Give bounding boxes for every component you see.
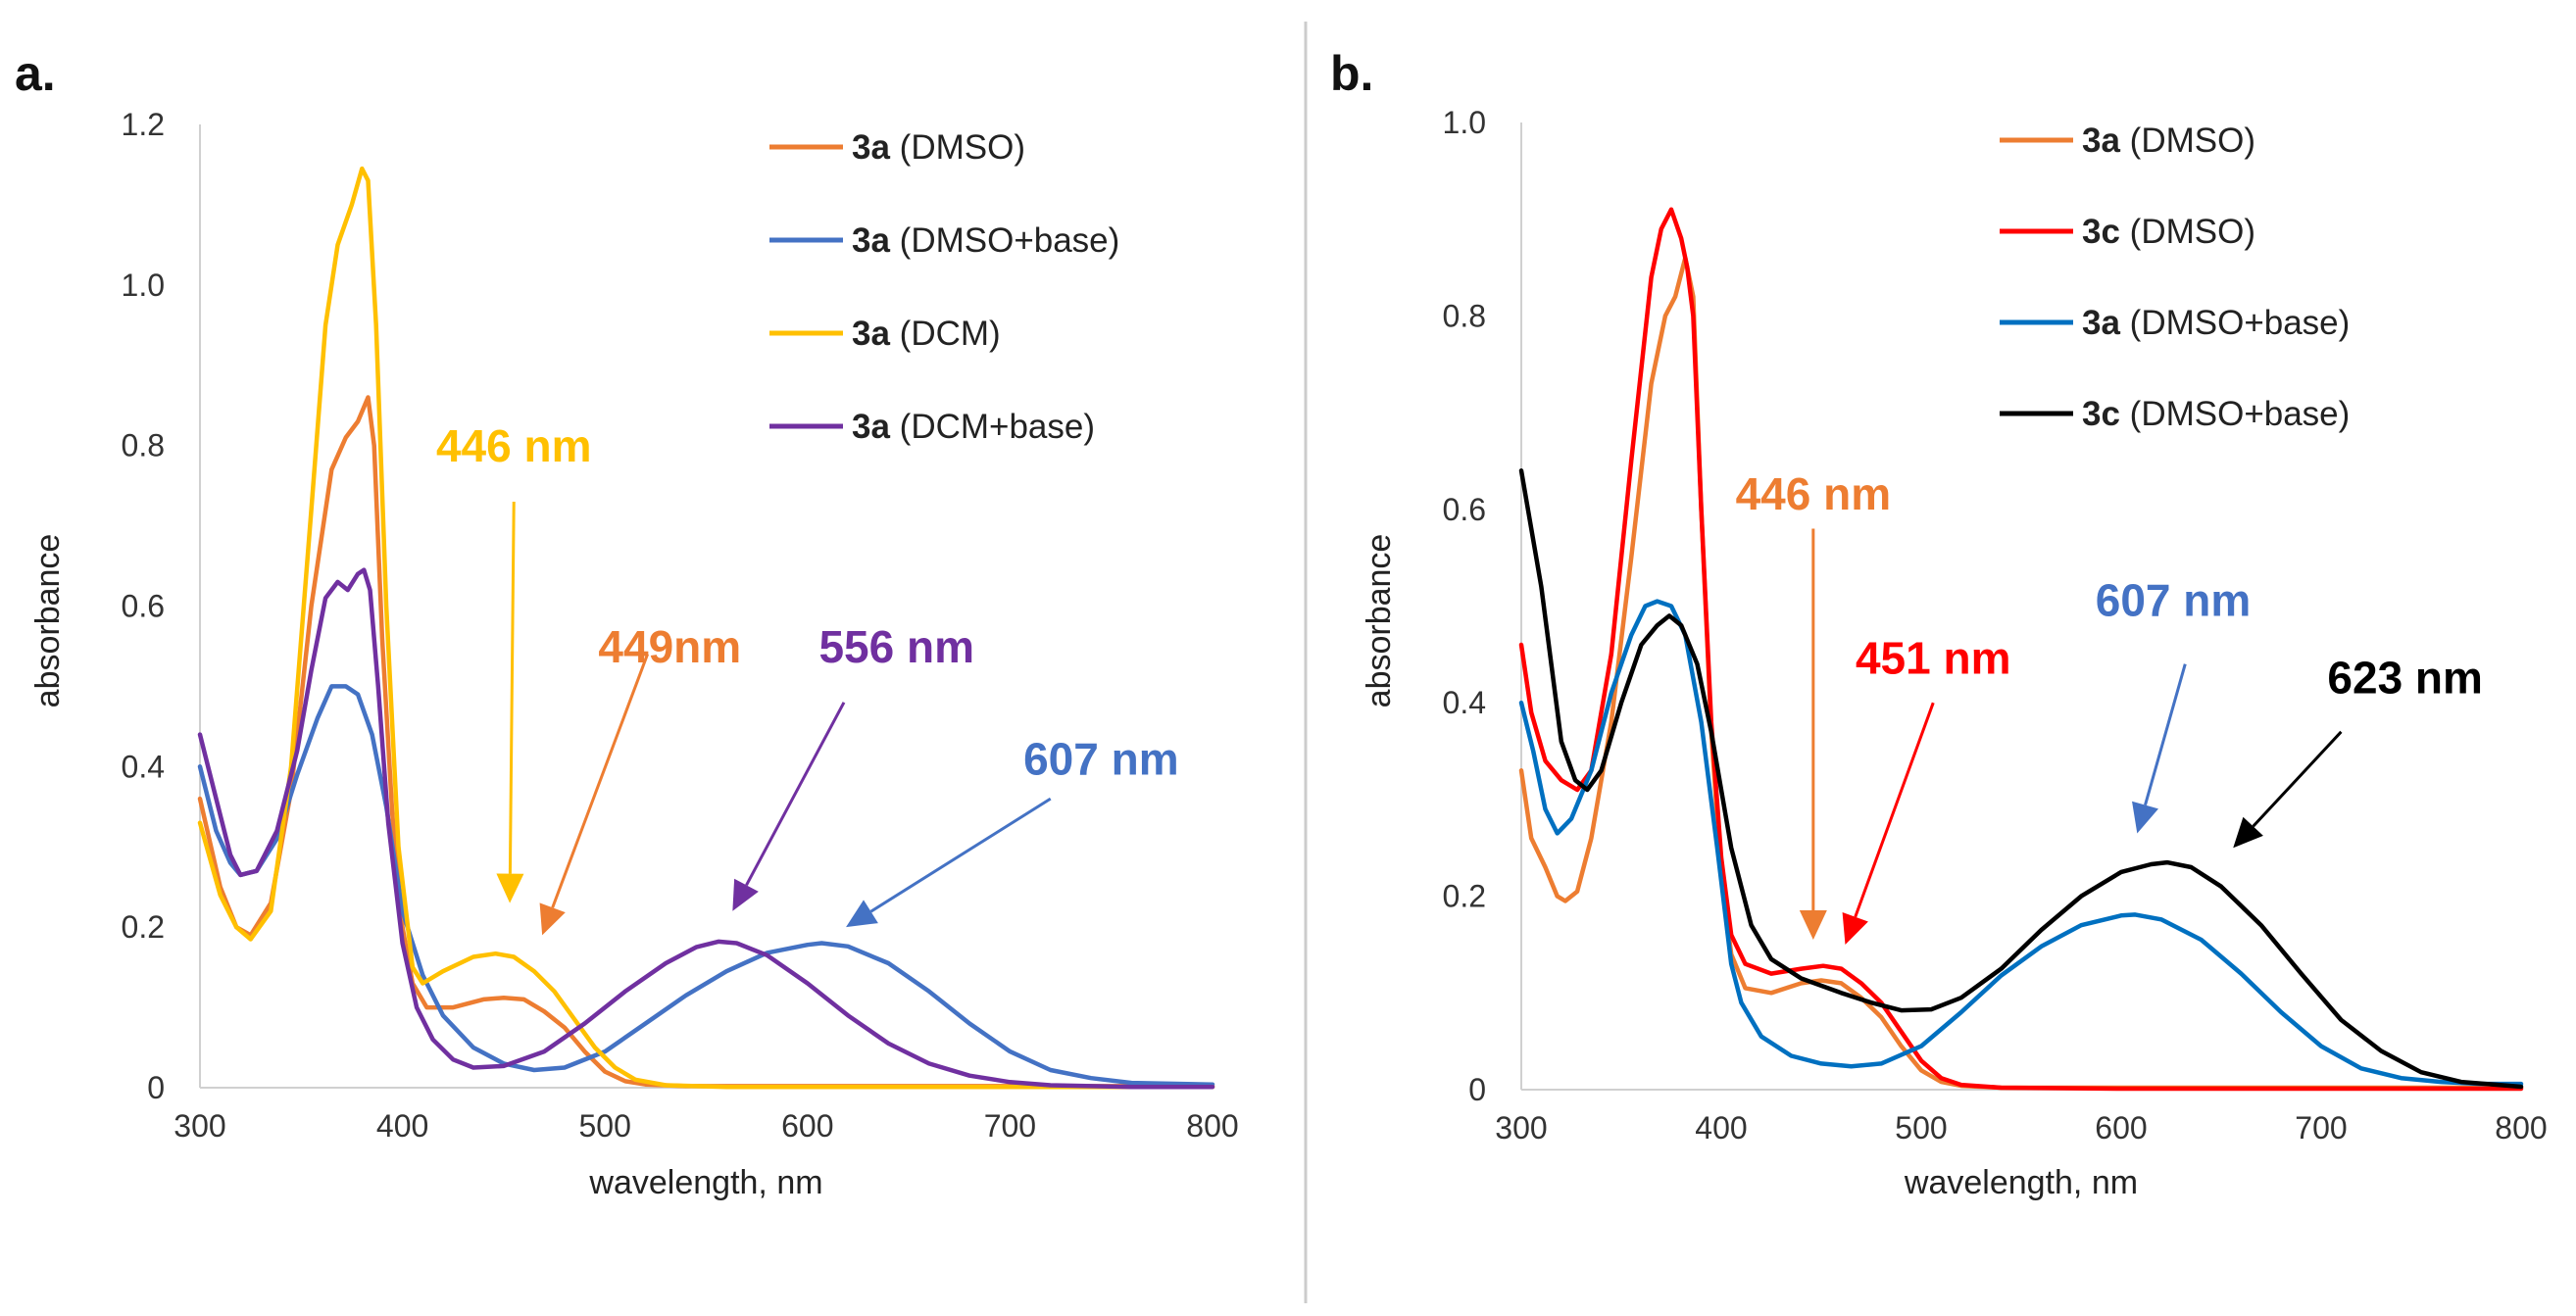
legend-compound: 3a bbox=[852, 221, 890, 260]
series-line-1 bbox=[1518, 207, 2524, 1092]
x-tick-label: 700 bbox=[2295, 1110, 2347, 1145]
annotation-label: 556 nm bbox=[818, 621, 974, 672]
legend-condition: (DMSO) bbox=[2120, 122, 2255, 160]
legend-compound: 3a bbox=[852, 128, 890, 167]
x-axis-title: wavelength, nm bbox=[1904, 1164, 2138, 1201]
legend-entry: 3a (DMSO) bbox=[852, 128, 1025, 167]
series-line-1 bbox=[197, 684, 1215, 1087]
annotation-arrow-line bbox=[2144, 663, 2187, 805]
legend-condition: (DMSO+base) bbox=[2120, 395, 2350, 433]
y-tick-label: 1.0 bbox=[1443, 105, 1486, 140]
annotation-arrow-head bbox=[1842, 911, 1868, 945]
y-tick-label: 0 bbox=[1468, 1072, 1486, 1107]
annotation-arrow-head bbox=[732, 878, 759, 911]
y-tick-label: 0.6 bbox=[122, 589, 165, 624]
annotation-arrow-line bbox=[869, 797, 1052, 913]
x-tick-label: 300 bbox=[1495, 1110, 1547, 1145]
annotation-arrow-line bbox=[745, 702, 846, 887]
y-tick-label: 0 bbox=[147, 1070, 165, 1105]
legend-compound: 3a bbox=[852, 315, 890, 353]
x-tick-label: 800 bbox=[2495, 1110, 2547, 1145]
panel-a: a. 0 0.2 0.4 0.6 0.8 1.0 1.2 300 400 500 600 700 800 w… bbox=[15, 46, 1239, 1201]
legend-entry: 3a (DMSO+base) bbox=[852, 221, 1119, 260]
legend-entry: 3a (DCM+base) bbox=[852, 408, 1095, 446]
legend-entry: 3c (DMSO) bbox=[2082, 213, 2255, 251]
annotation-label: 607 nm bbox=[2096, 574, 2252, 625]
series-line-2 bbox=[1518, 599, 2524, 1087]
annotation-label: 607 nm bbox=[1023, 734, 1179, 785]
y-tick-label: 0.4 bbox=[1443, 685, 1486, 720]
legend-condition: (DMSO) bbox=[890, 128, 1025, 167]
y-tick-label: 1.0 bbox=[122, 268, 165, 303]
y-tick-label: 0.8 bbox=[1443, 298, 1486, 333]
legend-compound: 3c bbox=[2082, 213, 2120, 251]
x-tick-label: 600 bbox=[2095, 1110, 2147, 1145]
x-axis-title: wavelength, nm bbox=[588, 1164, 822, 1201]
legend-condition: (DCM) bbox=[890, 315, 1001, 353]
annotation-arrow-head bbox=[846, 900, 878, 928]
legend-entry: 3a (DMSO) bbox=[2082, 122, 2255, 160]
legend-condition: (DMSO+base) bbox=[890, 221, 1119, 260]
x-tick-label: 500 bbox=[579, 1108, 631, 1144]
annotation-label: 449nm bbox=[598, 621, 741, 672]
x-tick-label: 800 bbox=[1186, 1108, 1238, 1144]
annotation-label: 451 nm bbox=[1856, 633, 2011, 684]
annotation-arrow-head bbox=[539, 902, 566, 936]
annotation-arrow-head bbox=[1799, 910, 1827, 941]
y-tick-label: 0.2 bbox=[1443, 879, 1486, 914]
annotation-arrow-head bbox=[2233, 816, 2263, 849]
series-line-2 bbox=[197, 166, 1215, 1090]
legend-condition: (DCM+base) bbox=[890, 408, 1095, 446]
x-tick-label: 700 bbox=[984, 1108, 1036, 1144]
y-axis-title: absorbance bbox=[1361, 534, 1398, 708]
panel-b: b. 0 0.2 0.4 0.6 0.8 1.0 300 400 500 600 700 800 wave… bbox=[1330, 46, 2548, 1201]
panel-label: a. bbox=[15, 46, 56, 101]
legend-condition: (DMSO+base) bbox=[2120, 304, 2350, 342]
y-tick-label: 0.8 bbox=[122, 428, 165, 463]
legend-compound: 3a bbox=[2082, 304, 2120, 342]
annotation-arrow-line bbox=[2252, 730, 2343, 828]
series-line-3 bbox=[1518, 468, 2524, 1090]
y-tick-label: 0.6 bbox=[1443, 492, 1486, 527]
y-tick-label: 0.2 bbox=[122, 909, 165, 945]
x-tick-label: 400 bbox=[376, 1108, 428, 1144]
legend-compound: 3a bbox=[852, 408, 890, 446]
legend-compound: 3a bbox=[2082, 122, 2120, 160]
legend-entry: 3a (DMSO+base) bbox=[2082, 304, 2350, 342]
legend-condition: (DMSO) bbox=[2120, 213, 2255, 251]
annotation-arrow-line bbox=[1854, 702, 1935, 918]
legend-compound: 3c bbox=[2082, 395, 2120, 433]
x-tick-label: 300 bbox=[173, 1108, 225, 1144]
annotation-arrow-head bbox=[496, 873, 524, 903]
annotation-label: 446 nm bbox=[1736, 468, 1892, 519]
series-line-3 bbox=[197, 567, 1215, 1090]
y-axis-title: absorbance bbox=[29, 534, 67, 708]
legend-entry: 3a (DCM) bbox=[852, 315, 1001, 353]
panel-label: b. bbox=[1330, 46, 1373, 101]
x-tick-label: 400 bbox=[1695, 1110, 1747, 1145]
y-tick-label: 1.2 bbox=[122, 107, 165, 142]
x-tick-label: 600 bbox=[781, 1108, 833, 1144]
annotation-arrow-head bbox=[2132, 801, 2158, 834]
x-tick-label: 500 bbox=[1895, 1110, 1947, 1145]
annotation-arrow-line bbox=[551, 654, 649, 908]
annotation-label: 446 nm bbox=[436, 420, 592, 471]
annotation-arrow-line bbox=[508, 501, 516, 874]
annotation-label: 623 nm bbox=[2327, 652, 2483, 703]
y-tick-label: 0.4 bbox=[122, 749, 165, 784]
legend-entry: 3c (DMSO+base) bbox=[2082, 395, 2350, 433]
